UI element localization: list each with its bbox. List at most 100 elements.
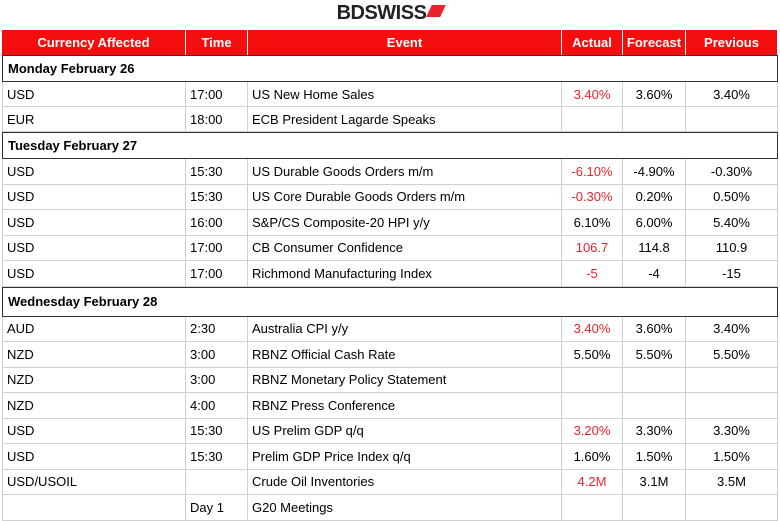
cell-currency: USD bbox=[2, 210, 186, 236]
cell-previous: 110.9 bbox=[686, 235, 778, 261]
cell-time: 4:00 bbox=[186, 393, 248, 419]
cell-actual: 6.10% bbox=[562, 210, 623, 236]
day-header: Monday February 26 bbox=[2, 55, 778, 82]
cell-time: 2:30 bbox=[186, 316, 248, 342]
logo-flag bbox=[426, 5, 447, 17]
cell-time bbox=[186, 469, 248, 495]
cell-event: Australia CPI y/y bbox=[248, 316, 562, 342]
column-header: Forecast bbox=[623, 30, 686, 55]
cell-forecast bbox=[623, 393, 686, 419]
cell-forecast: 3.30% bbox=[623, 418, 686, 444]
cell-previous: -15 bbox=[686, 261, 778, 287]
cell-actual: 106.7 bbox=[562, 235, 623, 261]
cell-previous bbox=[686, 367, 778, 393]
cell-previous: 3.5M bbox=[686, 469, 778, 495]
cell-previous bbox=[686, 495, 778, 521]
cell-event: US Core Durable Goods Orders m/m bbox=[248, 184, 562, 210]
cell-time: 15:30 bbox=[186, 444, 248, 470]
cell-actual: 1.60% bbox=[562, 444, 623, 470]
cell-time: 15:30 bbox=[186, 184, 248, 210]
cell-time: 3:00 bbox=[186, 367, 248, 393]
cell-previous: 5.50% bbox=[686, 342, 778, 368]
cell-actual: 3.40% bbox=[562, 316, 623, 342]
cell-event: Richmond Manufacturing Index bbox=[248, 261, 562, 287]
cell-time: 17:00 bbox=[186, 235, 248, 261]
column-header: Previous bbox=[686, 30, 778, 55]
cell-currency: NZD bbox=[2, 342, 186, 368]
cell-previous: 3.40% bbox=[686, 316, 778, 342]
cell-forecast: 1.50% bbox=[623, 444, 686, 470]
cell-currency: USD bbox=[2, 235, 186, 261]
cell-forecast bbox=[623, 107, 686, 132]
cell-forecast bbox=[623, 367, 686, 393]
cell-currency: USD bbox=[2, 444, 186, 470]
day-header: Wednesday February 28 bbox=[2, 286, 778, 317]
column-header: Currency Affected bbox=[2, 30, 186, 55]
cell-event: Crude Oil Inventories bbox=[248, 469, 562, 495]
cell-event: RBNZ Press Conference bbox=[248, 393, 562, 419]
cell-actual: 4.2M bbox=[562, 469, 623, 495]
cell-actual: 3.20% bbox=[562, 418, 623, 444]
cell-previous: 1.50% bbox=[686, 444, 778, 470]
cell-time: 3:00 bbox=[186, 342, 248, 368]
cell-actual bbox=[562, 495, 623, 521]
cell-forecast: 3.60% bbox=[623, 82, 686, 107]
cell-currency: USD bbox=[2, 418, 186, 444]
cell-currency: NZD bbox=[2, 367, 186, 393]
cell-time: 17:00 bbox=[186, 82, 248, 107]
cell-actual: 5.50% bbox=[562, 342, 623, 368]
cell-forecast: 5.50% bbox=[623, 342, 686, 368]
cell-forecast: -4.90% bbox=[623, 159, 686, 185]
cell-event: RBNZ Official Cash Rate bbox=[248, 342, 562, 368]
cell-currency: AUD bbox=[2, 316, 186, 342]
day-header: Tuesday February 27 bbox=[2, 132, 778, 159]
logo-text: BDSWISS bbox=[336, 2, 427, 24]
cell-actual: 3.40% bbox=[562, 82, 623, 107]
cell-currency: NZD bbox=[2, 393, 186, 419]
cell-time: Day 1 bbox=[186, 495, 248, 521]
cell-actual bbox=[562, 393, 623, 419]
logo: BDSWISS bbox=[0, 2, 780, 26]
column-header: Actual bbox=[562, 30, 623, 55]
cell-event: CB Consumer Confidence bbox=[248, 235, 562, 261]
cell-previous bbox=[686, 393, 778, 419]
cell-event: ECB President Lagarde Speaks bbox=[248, 107, 562, 132]
cell-time: 15:30 bbox=[186, 418, 248, 444]
column-header: Event bbox=[248, 30, 562, 55]
cell-currency: EUR bbox=[2, 107, 186, 132]
cell-actual: -6.10% bbox=[562, 159, 623, 185]
cell-actual bbox=[562, 107, 623, 132]
cell-currency: USD bbox=[2, 159, 186, 185]
cell-forecast: 0.20% bbox=[623, 184, 686, 210]
cell-currency: USD/USOIL bbox=[2, 469, 186, 495]
cell-previous: 0.50% bbox=[686, 184, 778, 210]
cell-event: US Prelim GDP q/q bbox=[248, 418, 562, 444]
cell-previous bbox=[686, 107, 778, 132]
cell-event: US New Home Sales bbox=[248, 82, 562, 107]
cell-event: G20 Meetings bbox=[248, 495, 562, 521]
cell-event: Prelim GDP Price Index q/q bbox=[248, 444, 562, 470]
cell-time: 17:00 bbox=[186, 261, 248, 287]
cell-currency: USD bbox=[2, 82, 186, 107]
cell-event: US Durable Goods Orders m/m bbox=[248, 159, 562, 185]
cell-time: 15:30 bbox=[186, 159, 248, 185]
cell-forecast: 114.8 bbox=[623, 235, 686, 261]
cell-forecast bbox=[623, 495, 686, 521]
cell-currency: USD bbox=[2, 261, 186, 287]
cell-time: 16:00 bbox=[186, 210, 248, 236]
cell-forecast: 6.00% bbox=[623, 210, 686, 236]
cell-forecast: -4 bbox=[623, 261, 686, 287]
cell-previous: 3.40% bbox=[686, 82, 778, 107]
column-header: Time bbox=[186, 30, 248, 55]
cell-actual bbox=[562, 367, 623, 393]
cell-actual: -0.30% bbox=[562, 184, 623, 210]
cell-currency bbox=[2, 495, 186, 521]
cell-forecast: 3.60% bbox=[623, 316, 686, 342]
cell-previous: 3.30% bbox=[686, 418, 778, 444]
cell-event: RBNZ Monetary Policy Statement bbox=[248, 367, 562, 393]
cell-event: S&P/CS Composite-20 HPI y/y bbox=[248, 210, 562, 236]
cell-actual: -5 bbox=[562, 261, 623, 287]
cell-forecast: 3.1M bbox=[623, 469, 686, 495]
cell-time: 18:00 bbox=[186, 107, 248, 132]
